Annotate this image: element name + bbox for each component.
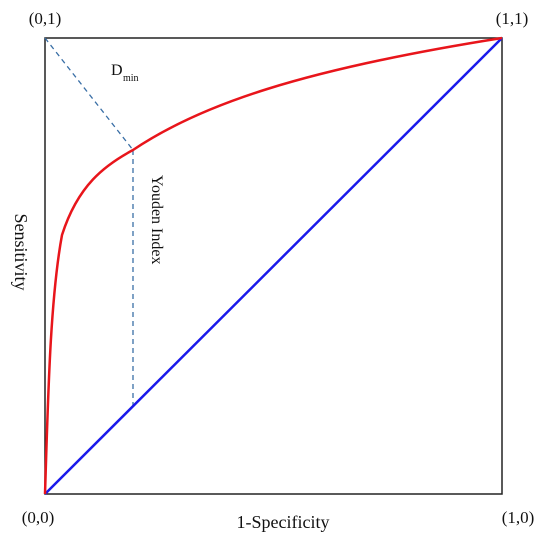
x-axis-label: 1-Specificity (237, 512, 330, 532)
roc-curve (43, 36, 503, 495)
youden-index-label: Youden Index (148, 175, 165, 264)
corner-label-bottom-left: (0,0) (22, 508, 55, 527)
corner-label-top-left: (0,1) (29, 9, 62, 28)
corner-label-top-right: (1,1) (496, 9, 529, 28)
dmin-dashed-line (44, 37, 134, 151)
plot-frame (44, 37, 503, 495)
dmin-label-main: D (111, 62, 123, 79)
dmin-label: D min (111, 62, 139, 84)
y-axis-label: Sensitivity (11, 213, 31, 290)
corner-label-bottom-right: (1,0) (502, 508, 535, 527)
chance-diagonal-line (44, 37, 503, 495)
dmin-label-subscript: min (123, 73, 139, 84)
